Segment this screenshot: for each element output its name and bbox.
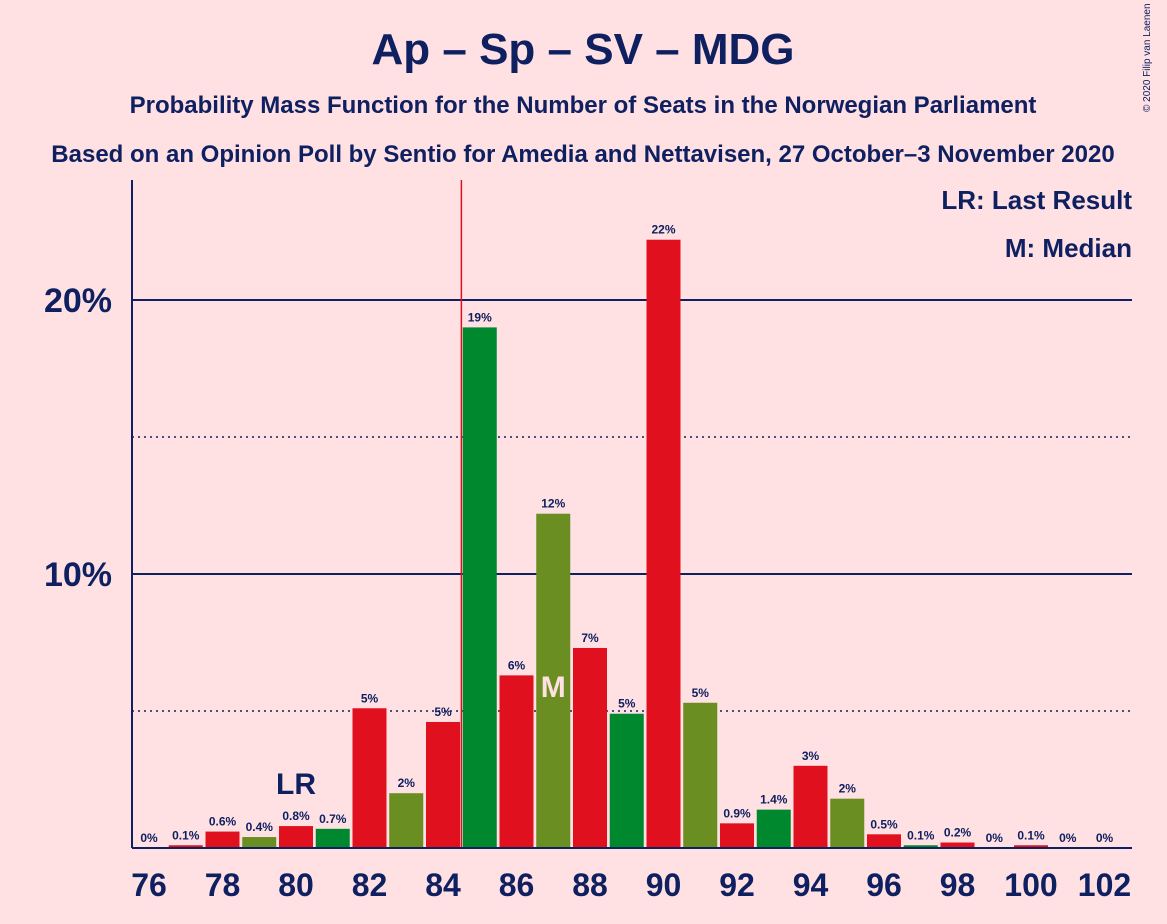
- x-tick-label: 86: [499, 867, 535, 903]
- x-tick-label: 84: [425, 867, 461, 903]
- x-tick-label: 94: [793, 867, 829, 903]
- data-labels: 0% 0.1% 0.6% 0.4% 0.8% 0.7% 5% 2% 5% 19% 6% 12% 7% 5%…: [140, 223, 1113, 845]
- bar-seat-83: [389, 793, 424, 848]
- legend-last-result: LR: Last Result: [941, 185, 1132, 215]
- chart-title: Ap – Sp – SV – MDG: [372, 25, 795, 74]
- data-label-seat-78: 0.6%: [209, 815, 237, 829]
- data-label-seat-97: 0.1%: [907, 828, 935, 842]
- data-label-seat-76: 0%: [140, 831, 158, 845]
- bar-seat-81: [315, 828, 350, 848]
- axes: 10% 20% 76 78 80 82 84 86 88 90 92 94 96 98 100 102: [44, 180, 1132, 903]
- data-label-seat-102: 0%: [1096, 831, 1114, 845]
- chart-subtitle: Probability Mass Function for the Number…: [130, 92, 1037, 119]
- data-label-seat-83: 2%: [398, 776, 416, 790]
- x-tick-label: 78: [205, 867, 241, 903]
- bar-seat-94: [793, 765, 828, 848]
- data-label-seat-99: 0%: [986, 831, 1004, 845]
- x-tick-label: 80: [278, 867, 314, 903]
- credit-text: © 2020 Filip van Laenen: [1142, 3, 1153, 112]
- data-label-seat-77: 0.1%: [172, 828, 200, 842]
- legend-median: M: Median: [1005, 233, 1132, 263]
- bar-seat-92: [720, 823, 754, 848]
- y-tick-label: 20%: [44, 282, 112, 320]
- bar-seat-87: [536, 513, 571, 848]
- bar-seat-78: [205, 831, 240, 848]
- bar-seat-80: [279, 826, 313, 848]
- data-label-seat-98: 0.2%: [944, 826, 972, 840]
- data-label-seat-84: 5%: [434, 705, 452, 719]
- bar-seat-86: [499, 675, 534, 848]
- x-tick-label: 98: [940, 867, 976, 903]
- bar-seat-100: [1014, 845, 1048, 848]
- data-label-seat-92: 0.9%: [723, 806, 751, 820]
- y-tick-label: 10%: [44, 556, 112, 594]
- data-label-seat-88: 7%: [581, 631, 599, 645]
- bar-seat-88: [573, 647, 607, 848]
- bar-seat-79: [242, 837, 277, 848]
- x-tick-label: 82: [352, 867, 388, 903]
- data-label-seat-87: 12%: [541, 497, 565, 511]
- data-label-seat-89: 5%: [618, 697, 636, 711]
- chart-subtitle-2: Based on an Opinion Poll by Sentio for A…: [51, 141, 1114, 168]
- data-label-seat-85: 19%: [468, 310, 492, 324]
- data-label-seat-95: 2%: [839, 782, 857, 796]
- data-label-seat-80: 0.8%: [282, 809, 310, 823]
- bar-seat-77: [168, 845, 203, 848]
- data-label-seat-86: 6%: [508, 658, 526, 672]
- x-tick-label: 100: [1004, 867, 1057, 903]
- bar-seat-89: [609, 713, 644, 848]
- median-marker: M: [541, 671, 566, 704]
- data-label-seat-81: 0.7%: [319, 812, 347, 826]
- last-result-marker: LR: [276, 768, 316, 801]
- data-label-seat-96: 0.5%: [870, 817, 898, 831]
- bars: [168, 239, 1048, 849]
- x-tick-label: 96: [866, 867, 902, 903]
- x-tick-label: 102: [1078, 867, 1131, 903]
- bar-seat-91: [683, 702, 718, 848]
- gridlines: [132, 299, 1132, 712]
- data-label-seat-93: 1.4%: [760, 793, 788, 807]
- x-tick-label: 76: [131, 867, 167, 903]
- bar-seat-82: [352, 708, 387, 848]
- bar-seat-97: [903, 845, 938, 848]
- data-label-seat-94: 3%: [802, 749, 820, 763]
- bar-seat-93: [756, 809, 791, 848]
- x-tick-label: 90: [646, 867, 682, 903]
- data-label-seat-101: 0%: [1059, 831, 1077, 845]
- data-label-seat-79: 0.4%: [246, 820, 274, 834]
- data-label-seat-90: 22%: [651, 223, 675, 237]
- data-label-seat-91: 5%: [692, 686, 710, 700]
- bar-seat-84: [426, 721, 460, 848]
- bar-seat-98: [940, 842, 975, 848]
- bar-seat-85: [462, 327, 497, 848]
- bar-seat-90: [646, 239, 681, 849]
- bar-seat-95: [830, 798, 865, 848]
- data-label-seat-100: 0.1%: [1017, 828, 1045, 842]
- x-tick-label: 88: [572, 867, 608, 903]
- x-tick-label: 92: [719, 867, 755, 903]
- data-label-seat-82: 5%: [361, 691, 379, 705]
- bar-seat-96: [867, 834, 901, 848]
